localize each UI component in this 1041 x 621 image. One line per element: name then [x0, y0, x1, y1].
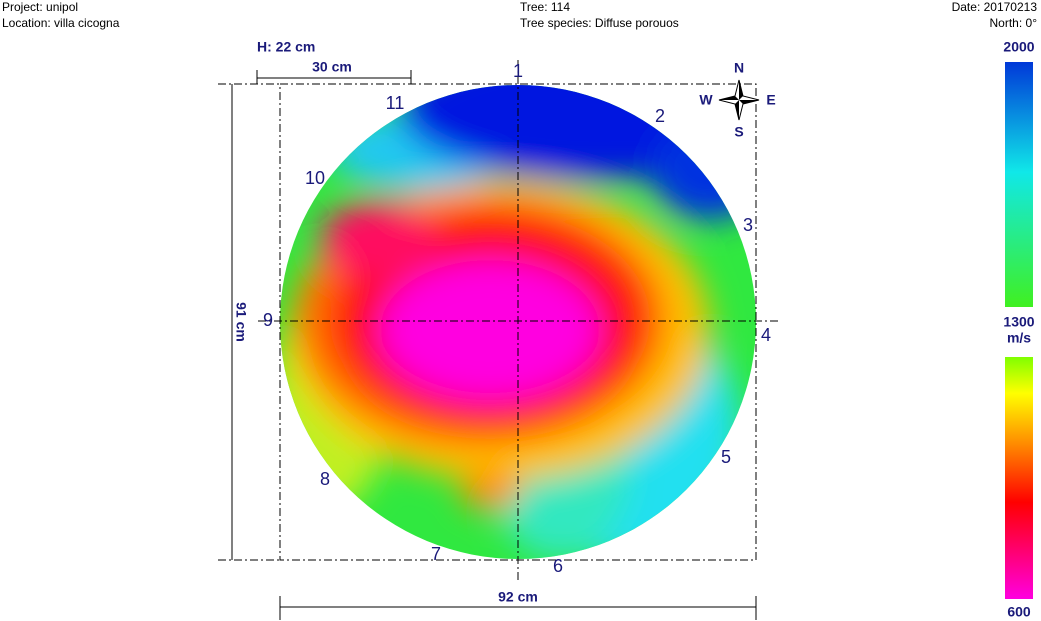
species: Tree species: Diffuse porouos	[520, 16, 679, 30]
scale: 30 cm	[312, 59, 352, 75]
compass-w: W	[699, 92, 713, 108]
project: Project: unipol	[2, 0, 78, 14]
vertical-size: 91 cm	[233, 302, 249, 342]
sensor-label: 2	[655, 106, 665, 126]
legend-bar	[1005, 62, 1033, 307]
legend-bar	[1005, 357, 1033, 599]
height: H: 22 cm	[257, 39, 315, 55]
legend-unit: m/s	[1007, 330, 1031, 346]
horizontal-size: 92 cm	[498, 589, 538, 605]
sensor-label: 10	[305, 168, 325, 188]
location: Location: villa cicogna	[2, 16, 120, 30]
sensor-label: 5	[721, 447, 731, 467]
legend-bottom: 600	[1007, 604, 1031, 620]
sensor-label: 8	[320, 469, 330, 489]
date: Date: 20170213	[952, 0, 1038, 14]
sensor-label: 11	[386, 93, 405, 113]
legend-middle: 1300	[1003, 314, 1034, 330]
tomogram	[280, 85, 756, 559]
tree: Tree: 114	[520, 0, 570, 14]
sensor-label: 4	[761, 325, 771, 345]
compass-e: E	[766, 92, 775, 108]
sensor-label: 3	[743, 215, 753, 235]
compass-n: N	[734, 60, 744, 76]
sensors: 1 2 3 4 5 6 7 8 9 10 11	[263, 61, 771, 576]
legend-top: 2000	[1003, 39, 1034, 55]
dimension-lines	[231, 70, 757, 620]
sensor-label: 7	[431, 544, 441, 564]
sensor-label: 6	[553, 556, 563, 576]
north: North: 0°	[990, 16, 1038, 30]
compass: N W E S	[699, 60, 775, 140]
sensor-label: 1	[513, 61, 523, 81]
sensor-label: 9	[263, 310, 273, 330]
compass-s: S	[734, 124, 743, 140]
